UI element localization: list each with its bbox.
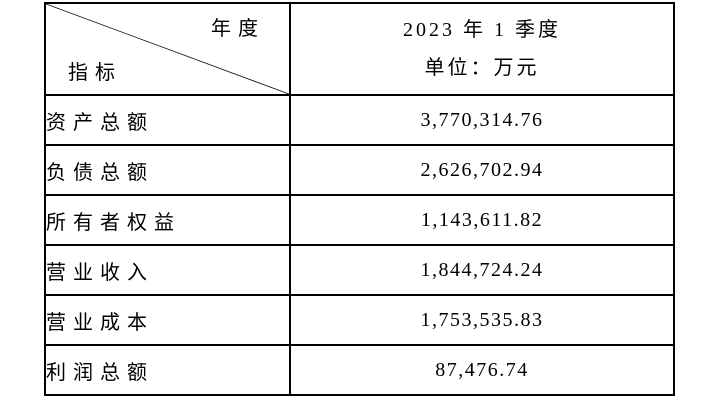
row-value-total-profit: 87,476.74 xyxy=(289,344,675,396)
table-row: 利润总额 87,476.74 xyxy=(44,344,675,396)
row-label-total-profit: 利润总额 xyxy=(44,344,291,396)
row-value-total-assets: 3,770,314.76 xyxy=(289,94,675,146)
table-row: 负债总额 2,626,702.94 xyxy=(44,144,675,196)
diagonal-header-cell: 年度 指标 xyxy=(44,2,291,96)
period-header-cell: 2023 年 1 季度 单位：万元 xyxy=(289,2,675,96)
diagonal-divider-line xyxy=(46,4,289,94)
row-label-operating-cost: 营业成本 xyxy=(44,294,291,346)
row-label-owners-equity: 所有者权益 xyxy=(44,194,291,246)
row-value-total-liabilities: 2,626,702.94 xyxy=(289,144,675,196)
table-row: 营业收入 1,844,724.24 xyxy=(44,244,675,296)
financial-table: 年度 指标 2023 年 1 季度 单位：万元 资产总额 3,770,314.7… xyxy=(44,2,675,396)
table-row: 资产总额 3,770,314.76 xyxy=(44,94,675,146)
row-label-total-assets: 资产总额 xyxy=(44,94,291,146)
table-row: 营业成本 1,753,535.83 xyxy=(44,294,675,346)
header-indicator-label: 指标 xyxy=(68,62,122,84)
table-header-row: 年度 指标 2023 年 1 季度 单位：万元 xyxy=(44,2,675,96)
row-value-operating-revenue: 1,844,724.24 xyxy=(289,244,675,296)
table-row: 所有者权益 1,143,611.82 xyxy=(44,194,675,246)
unit-label: 单位：万元 xyxy=(424,56,540,79)
row-value-operating-cost: 1,753,535.83 xyxy=(289,294,675,346)
header-year-label: 年度 xyxy=(211,18,265,40)
row-label-operating-revenue: 营业收入 xyxy=(44,244,291,296)
row-value-owners-equity: 1,143,611.82 xyxy=(289,194,675,246)
period-label: 2023 年 1 季度 xyxy=(403,19,561,42)
row-label-total-liabilities: 负债总额 xyxy=(44,144,291,196)
